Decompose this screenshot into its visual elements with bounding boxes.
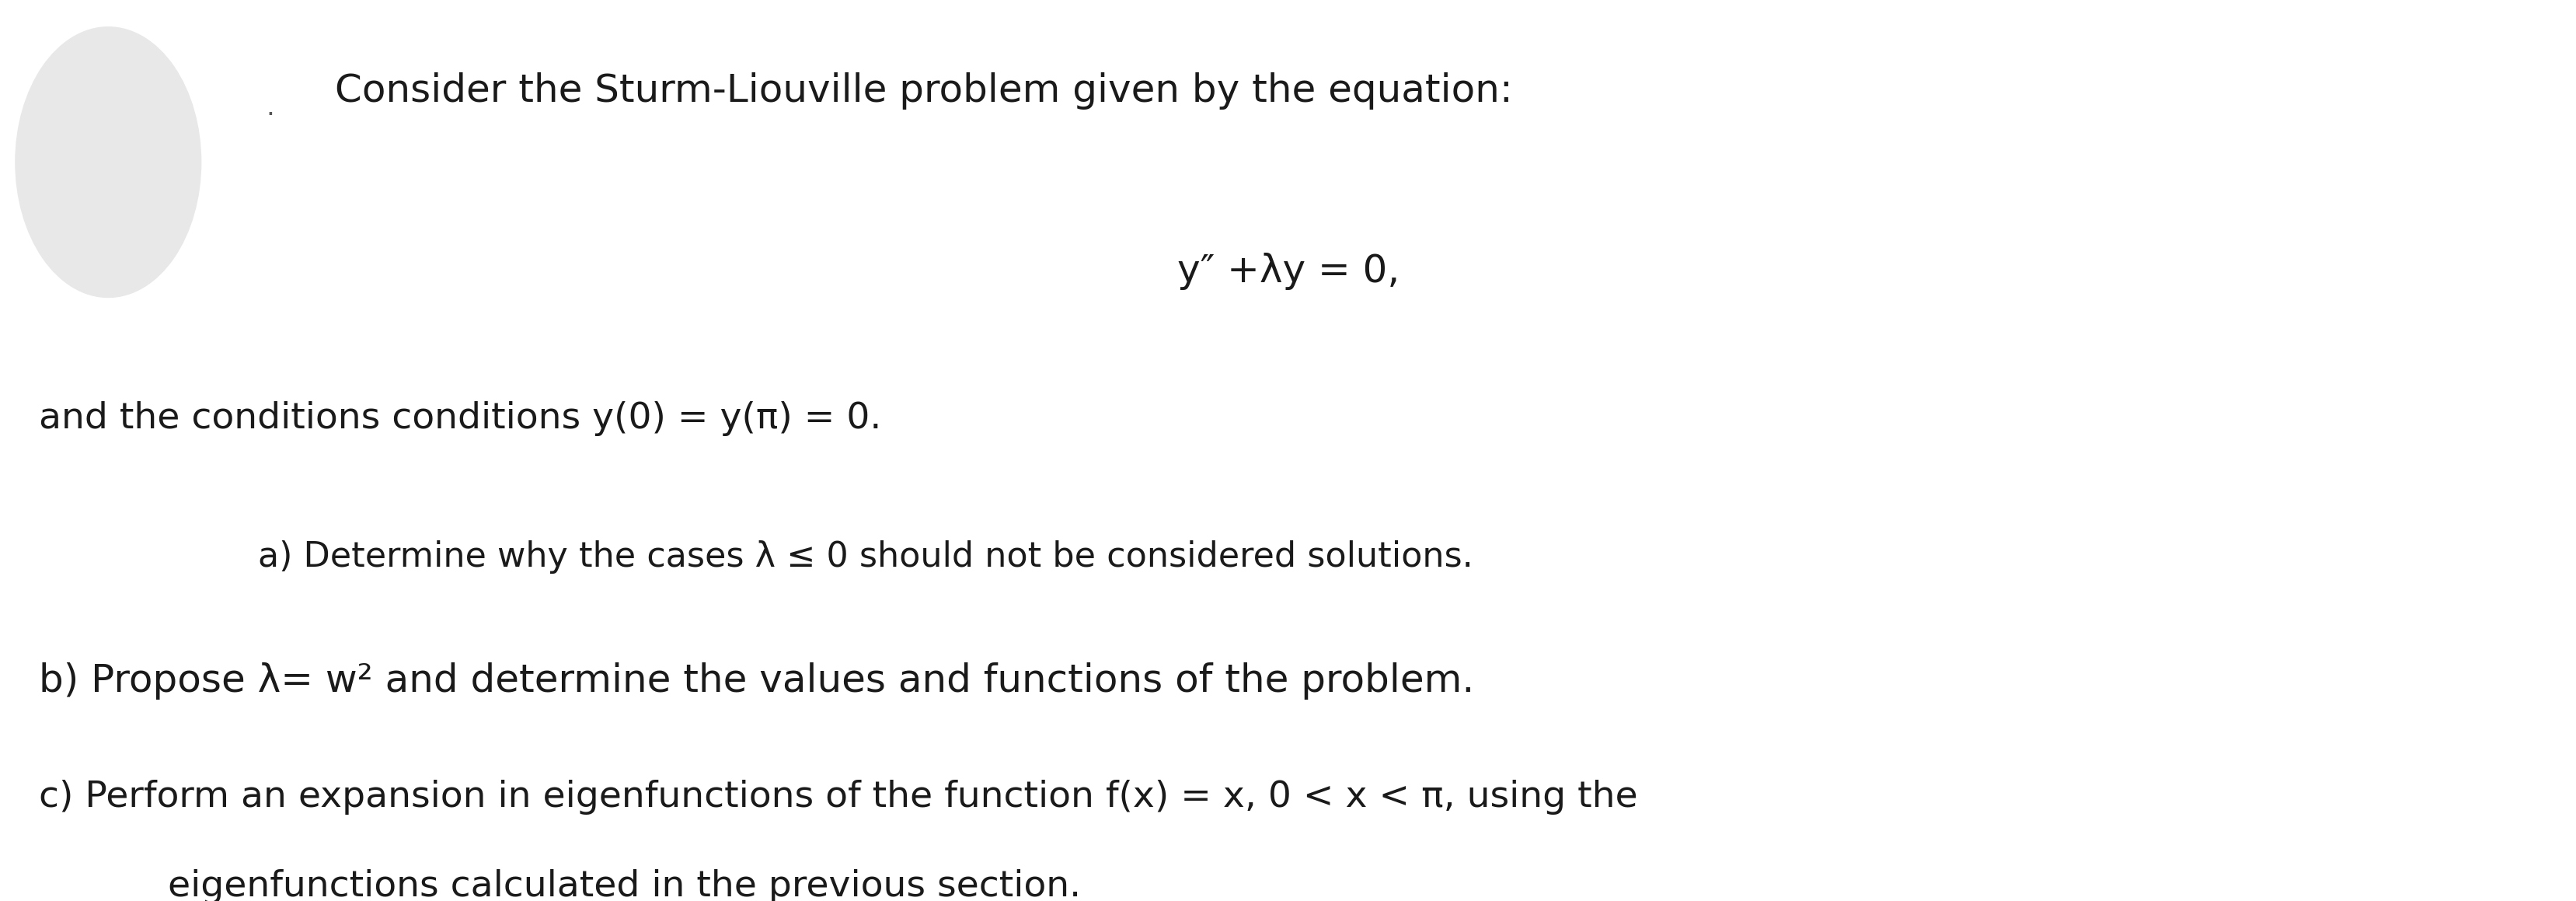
Text: eigenfunctions calculated in the previous section.: eigenfunctions calculated in the previou… (167, 869, 1079, 901)
Text: Consider the Sturm-Liouville problem given by the equation:: Consider the Sturm-Liouville problem giv… (335, 72, 1512, 109)
Text: b) Propose λ= w² and determine the values and functions of the problem.: b) Propose λ= w² and determine the value… (39, 662, 1473, 699)
Text: and the conditions conditions y(0) = y(π) = 0.: and the conditions conditions y(0) = y(π… (39, 401, 881, 436)
Text: y″ +λy = 0,: y″ +λy = 0, (1177, 252, 1399, 289)
Ellipse shape (15, 27, 201, 297)
Text: c) Perform an expansion in eigenfunctions of the function f(x) = x, 0 < x < π, u: c) Perform an expansion in eigenfunction… (39, 779, 1638, 815)
Text: .: . (265, 95, 276, 120)
Text: a) Determine why the cases λ ≤ 0 should not be considered solutions.: a) Determine why the cases λ ≤ 0 should … (258, 541, 1473, 574)
